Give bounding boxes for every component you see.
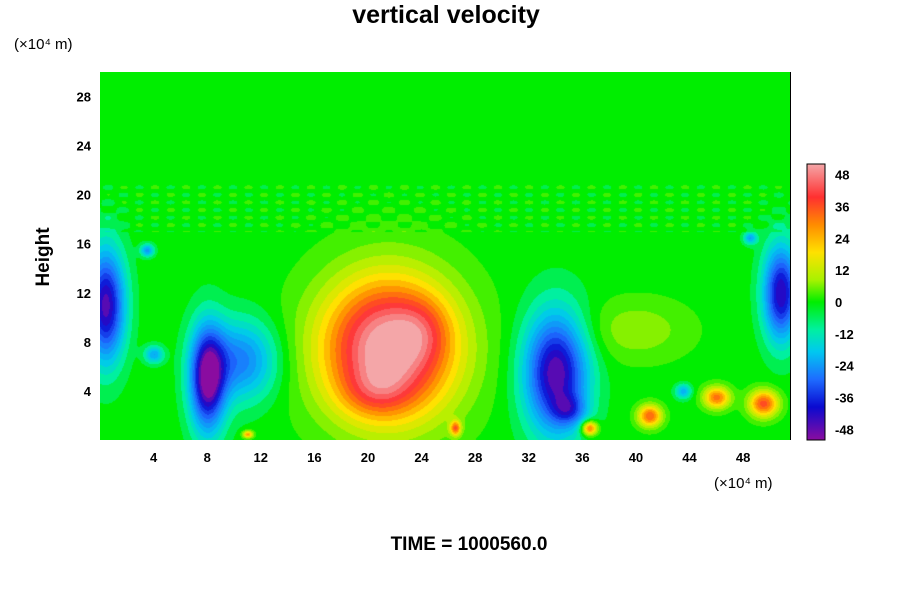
colorbar-label: -12 — [835, 327, 854, 342]
x-tick-label: 12 — [254, 450, 268, 465]
y-tick-label: 4 — [84, 384, 92, 399]
colorbar-label: -36 — [835, 391, 854, 406]
y-tick-label: 8 — [84, 335, 91, 350]
y-axis-unit: (×10⁴ m) — [14, 36, 73, 53]
colorbar-labels: 48 36 24 12 0 -12 -24 -36 -48 — [835, 168, 855, 438]
colorbar-label: -48 — [835, 422, 854, 437]
colorbar-label: 12 — [835, 263, 849, 278]
x-tick-label: 44 — [682, 450, 697, 465]
contour-field — [100, 72, 790, 440]
y-tick-labels: 4 8 12 16 20 24 28 — [77, 90, 92, 399]
y-tick-label: 28 — [77, 90, 91, 105]
x-tick-label: 36 — [575, 450, 589, 465]
x-tick-label: 24 — [414, 450, 429, 465]
y-axis-label: Height — [33, 227, 54, 287]
x-tick-label: 8 — [204, 450, 211, 465]
chart-title: vertical velocity — [352, 1, 540, 29]
colorbar-label: 36 — [835, 199, 849, 214]
colorbar — [806, 163, 826, 441]
colorbar-label: -24 — [835, 359, 855, 374]
x-tick-labels: 4 8 12 16 20 24 28 32 36 40 44 48 — [150, 450, 750, 465]
x-tick-label: 20 — [361, 450, 375, 465]
time-label: TIME = 1000560.0 — [391, 534, 548, 555]
y-tick-label: 20 — [77, 188, 91, 203]
x-tick-label: 16 — [307, 450, 321, 465]
colorbar-label: 0 — [835, 295, 842, 310]
y-tick-label: 12 — [77, 286, 91, 301]
x-tick-label: 28 — [468, 450, 482, 465]
y-tick-label: 16 — [77, 237, 91, 252]
colorbar-label: 48 — [835, 168, 849, 183]
x-tick-label: 40 — [629, 450, 643, 465]
x-tick-label: 48 — [736, 450, 750, 465]
x-axis-unit: (×10⁴ m) — [714, 475, 773, 492]
y-tick-label: 24 — [77, 139, 92, 154]
x-tick-label: 32 — [522, 450, 536, 465]
x-tick-label: 4 — [150, 450, 158, 465]
colorbar-label: 24 — [835, 231, 850, 246]
